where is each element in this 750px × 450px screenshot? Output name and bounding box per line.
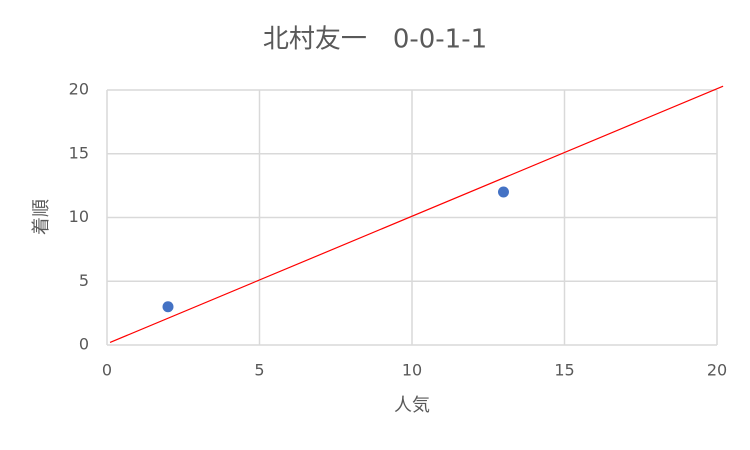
y-tick-label: 10 xyxy=(69,207,89,226)
y-tick-label: 5 xyxy=(79,271,89,290)
y-tick-label: 15 xyxy=(69,143,89,162)
x-tick-label: 0 xyxy=(102,361,112,380)
x-tick-label: 15 xyxy=(554,361,574,380)
x-tick-label: 5 xyxy=(254,361,264,380)
x-tick-label: 10 xyxy=(402,361,422,380)
y-tick-label: 20 xyxy=(69,80,89,99)
trend-line xyxy=(109,85,724,344)
point xyxy=(162,301,174,313)
y-tick-label: 0 xyxy=(79,335,89,354)
chart-title: 北村友一 0-0-1-1 xyxy=(263,25,487,55)
x-axis-title: 人気 xyxy=(394,395,430,416)
y-axis-title: 着順 xyxy=(31,199,52,235)
x-tick-label: 20 xyxy=(707,361,727,380)
point xyxy=(498,186,509,198)
